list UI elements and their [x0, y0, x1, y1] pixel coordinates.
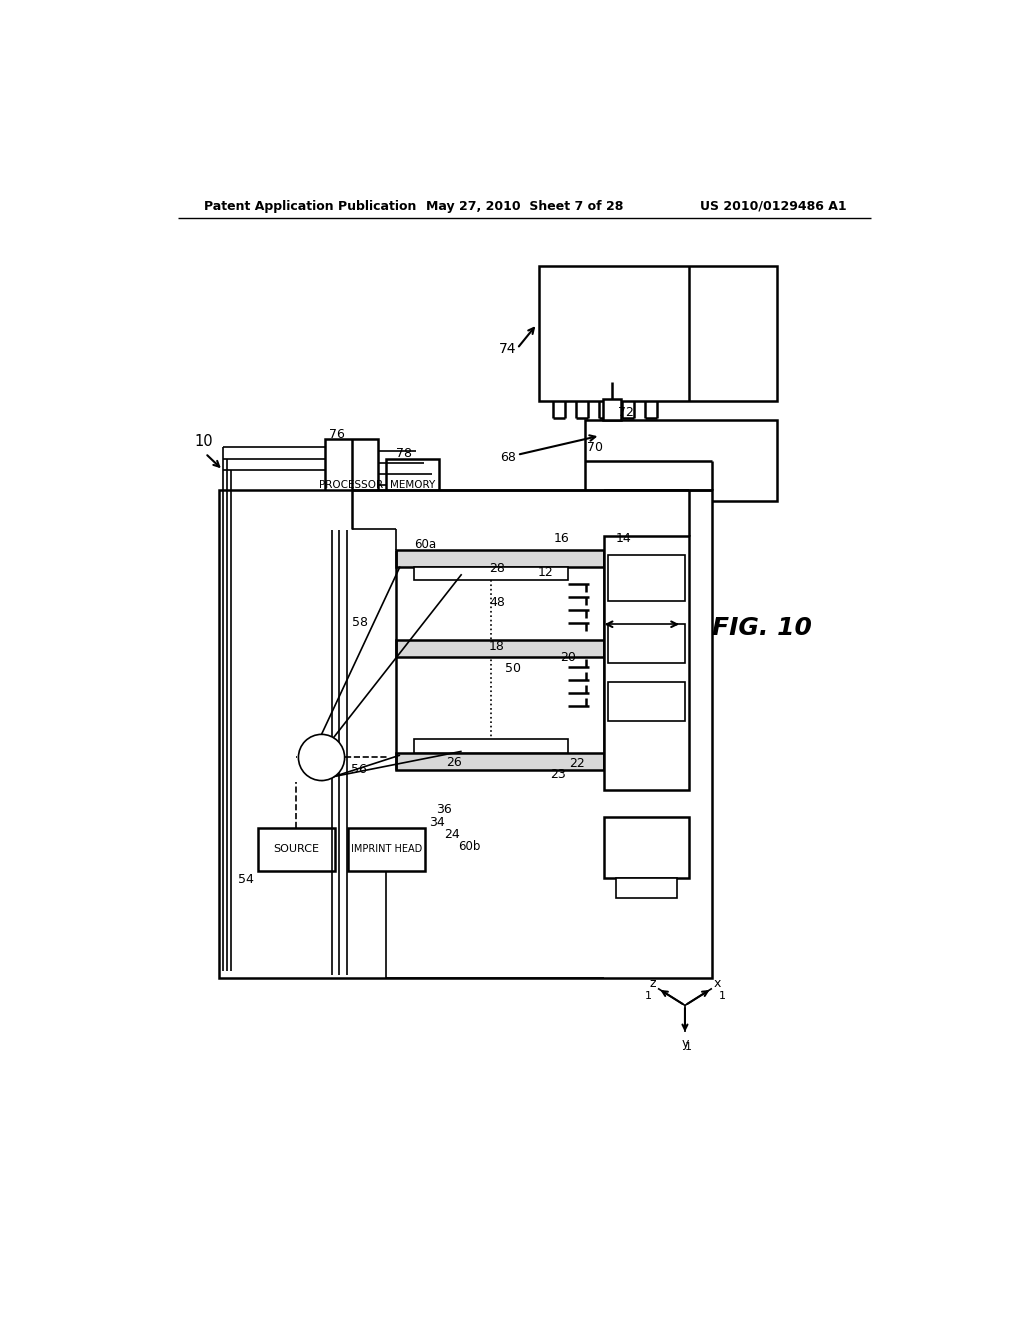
Text: 10: 10 [195, 434, 213, 449]
Text: 68: 68 [500, 450, 516, 463]
Bar [604, 536, 689, 789]
Bar [539, 267, 777, 401]
Text: 1: 1 [719, 991, 725, 1001]
Text: 74: 74 [499, 342, 517, 355]
Text: y: y [681, 1038, 689, 1051]
Text: US 2010/0129486 A1: US 2010/0129486 A1 [700, 199, 847, 213]
Text: 18: 18 [489, 640, 505, 653]
Bar [585, 420, 777, 502]
Text: 26: 26 [446, 756, 462, 770]
Bar [608, 624, 685, 663]
Text: 28: 28 [489, 562, 505, 576]
Bar [258, 829, 335, 871]
Bar [348, 829, 425, 871]
Text: 23: 23 [550, 768, 566, 781]
Text: 48: 48 [489, 597, 505, 610]
Circle shape [298, 734, 345, 780]
Bar [414, 739, 568, 752]
Bar [414, 566, 568, 581]
Text: Patent Application Publication: Patent Application Publication [204, 199, 416, 213]
Text: 72: 72 [617, 407, 634, 418]
Bar [396, 752, 604, 770]
Text: 50: 50 [505, 661, 521, 675]
Text: 78: 78 [396, 446, 413, 459]
Text: 58: 58 [352, 616, 368, 630]
Text: IMPRINT HEAD: IMPRINT HEAD [350, 845, 422, 854]
Text: 60a: 60a [414, 539, 436, 552]
Text: SOURCE: SOURCE [273, 845, 319, 854]
Bar [602, 399, 621, 420]
Text: MEMORY: MEMORY [390, 480, 435, 490]
Text: 54: 54 [239, 874, 254, 887]
Bar [326, 440, 378, 531]
Text: May 27, 2010  Sheet 7 of 28: May 27, 2010 Sheet 7 of 28 [426, 199, 624, 213]
Bar [604, 817, 689, 878]
Bar [386, 459, 438, 511]
Bar [219, 490, 712, 978]
Text: FIG. 10: FIG. 10 [712, 616, 812, 640]
Bar [608, 682, 685, 721]
Text: 70: 70 [587, 441, 603, 454]
Text: 60b: 60b [458, 841, 480, 853]
Text: PROCESSOR: PROCESSOR [319, 480, 384, 490]
Text: 24: 24 [444, 828, 461, 841]
Text: 12: 12 [538, 566, 553, 579]
Text: 1: 1 [685, 1041, 692, 1052]
Text: 22: 22 [569, 758, 585, 770]
Text: 1: 1 [644, 991, 651, 1001]
Bar [396, 640, 604, 656]
Text: 34: 34 [429, 816, 444, 829]
Text: 76: 76 [330, 428, 345, 441]
Text: 36: 36 [436, 803, 452, 816]
Bar [396, 549, 604, 566]
Bar [608, 554, 685, 601]
Bar [615, 878, 677, 898]
Text: 20: 20 [560, 651, 575, 664]
Text: 56: 56 [350, 763, 367, 776]
Text: x: x [714, 977, 721, 990]
Text: 14: 14 [615, 532, 631, 545]
Text: z: z [649, 977, 655, 990]
Text: 16: 16 [554, 532, 569, 545]
